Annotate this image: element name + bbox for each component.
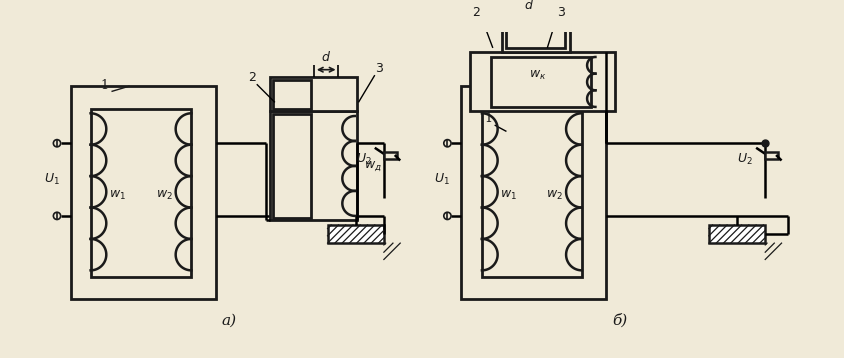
Text: $w_2$: $w_2$ <box>546 188 563 202</box>
Bar <box>91 109 192 277</box>
Bar <box>71 86 216 299</box>
Text: $w_2$: $w_2$ <box>156 188 172 202</box>
Bar <box>461 86 606 299</box>
Text: 3: 3 <box>376 62 383 76</box>
Text: $d$: $d$ <box>322 50 331 64</box>
Bar <box>270 111 357 221</box>
Text: $w_к$: $w_к$ <box>529 69 547 82</box>
Bar <box>470 52 615 111</box>
Text: $U_2$: $U_2$ <box>356 152 371 167</box>
Bar <box>384 152 397 159</box>
Text: $U_1$: $U_1$ <box>434 172 450 187</box>
Bar <box>270 77 357 111</box>
Bar <box>506 28 565 48</box>
Bar <box>273 80 311 109</box>
Text: $w_1$: $w_1$ <box>110 188 127 202</box>
Text: 2: 2 <box>248 72 256 84</box>
Bar <box>491 57 591 107</box>
Text: $w_д$: $w_д$ <box>364 159 381 173</box>
Text: $U_1$: $U_1$ <box>44 172 59 187</box>
Bar <box>482 109 582 277</box>
Bar <box>709 225 766 243</box>
Text: $d$: $d$ <box>524 0 534 13</box>
Text: 2: 2 <box>473 6 480 19</box>
Bar <box>327 225 384 243</box>
Text: 1: 1 <box>484 112 492 125</box>
Text: $U_2$: $U_2$ <box>738 152 753 167</box>
Text: $w_1$: $w_1$ <box>500 188 517 202</box>
Text: 1: 1 <box>100 79 108 92</box>
Bar <box>273 114 311 218</box>
Bar <box>502 23 570 52</box>
Text: 3: 3 <box>557 6 565 19</box>
Text: б): б) <box>612 314 628 328</box>
Bar <box>766 152 778 159</box>
Text: а): а) <box>222 314 237 328</box>
